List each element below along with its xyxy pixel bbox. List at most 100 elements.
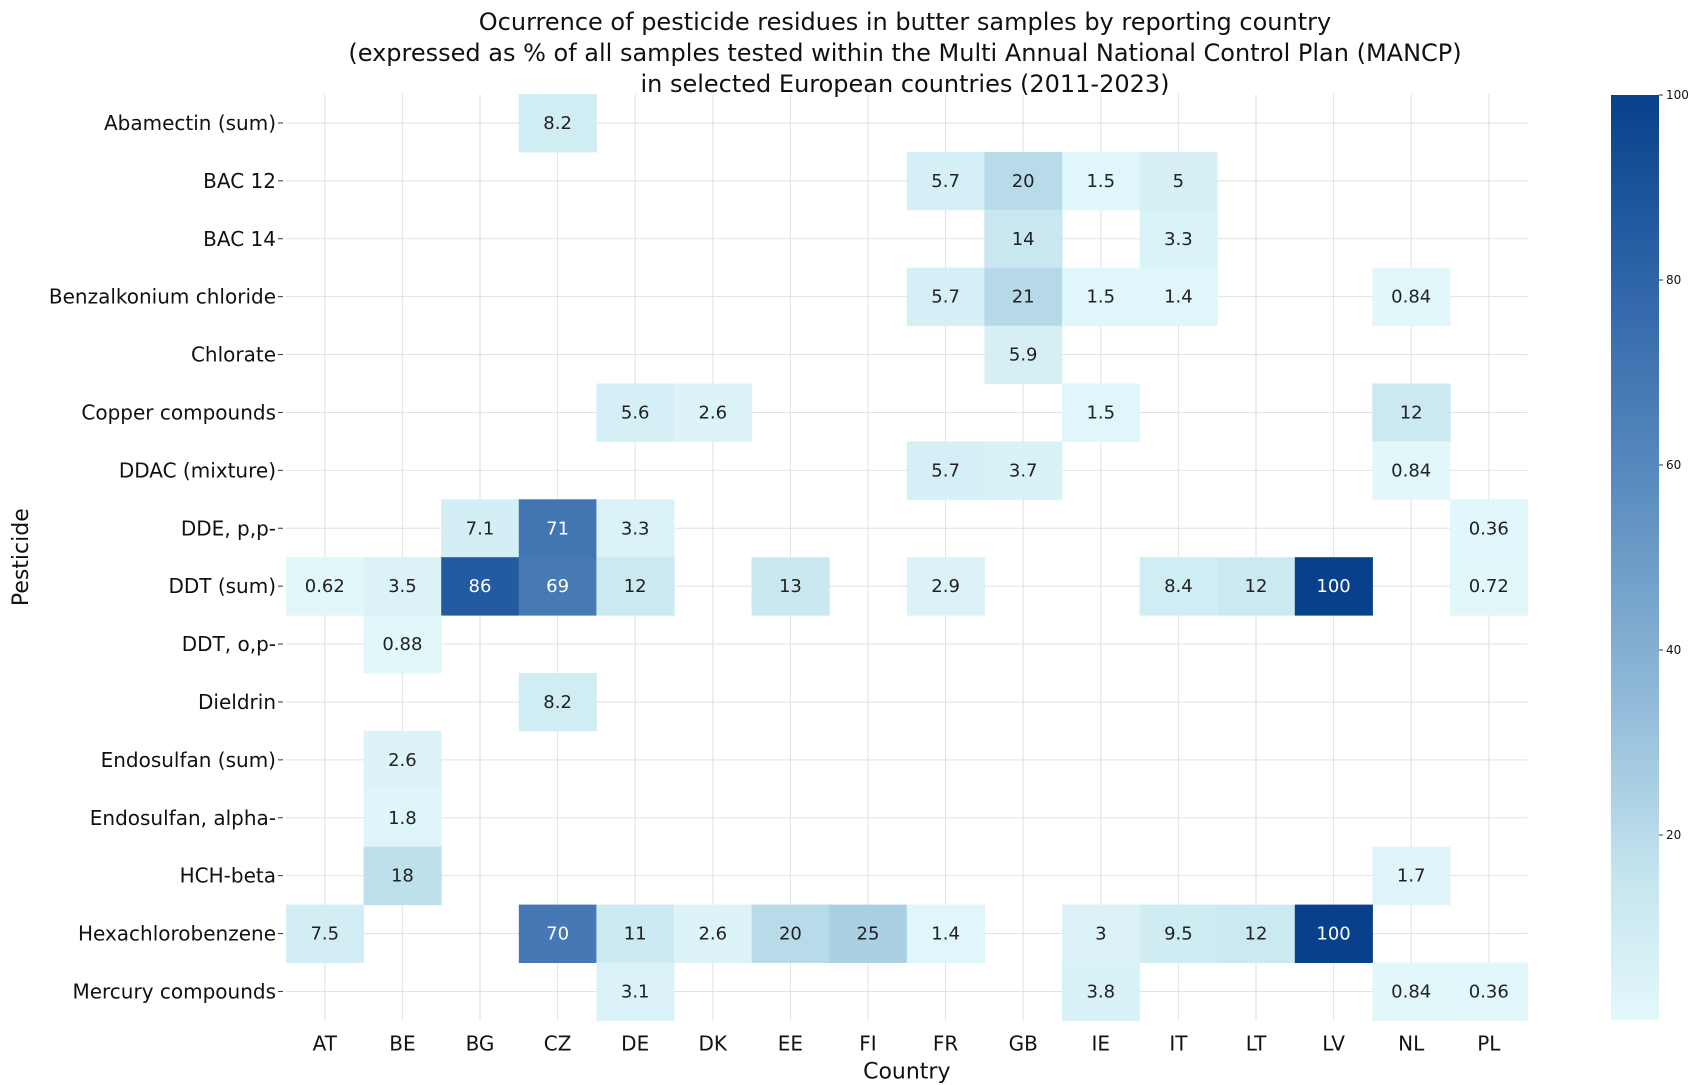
cell-value-label: 70	[546, 924, 569, 945]
heatmap-cell	[286, 904, 365, 963]
heatmap-cell	[441, 499, 520, 558]
cell-value-label: 1.7	[1397, 866, 1426, 887]
heatmap-cell	[363, 730, 442, 790]
heatmap-cell	[906, 441, 985, 500]
heatmap-cell	[596, 962, 675, 1021]
heatmap-cell	[1294, 904, 1373, 963]
cell-value-label: 8.4	[1164, 576, 1193, 597]
heatmap-cell	[829, 904, 908, 963]
heatmap-cell	[518, 499, 597, 558]
x-tick-label: LT	[1246, 1031, 1267, 1055]
cell-value-label: 1.5	[1086, 402, 1115, 423]
cell-value-label: 0.62	[305, 576, 345, 597]
heatmap-cell	[363, 788, 442, 848]
cell-value-label: 25	[857, 924, 880, 945]
heatmap-cell	[518, 904, 597, 963]
heatmap-cell	[984, 325, 1063, 384]
heatmap-cell	[596, 499, 675, 558]
heatmap-cell	[1139, 904, 1218, 963]
colorbar: 20 40 60 80 100	[1611, 88, 1689, 1020]
cell-value-label: 7.1	[466, 518, 495, 539]
y-tick-label: Abamectin (sum)	[104, 111, 276, 135]
heatmap-cell	[363, 615, 442, 674]
chart-title-line: (expressed as % of all samples tested wi…	[348, 39, 1461, 67]
heatmap-cell	[1294, 557, 1373, 616]
cell-value-label: 71	[546, 518, 569, 539]
cell-value-label: 0.88	[382, 634, 422, 655]
y-tick-label: DDT (sum)	[168, 574, 276, 598]
heatmap-cell	[1372, 383, 1451, 442]
cell-value-label: 0.36	[1469, 981, 1509, 1002]
cell-value-label: 12	[1245, 576, 1268, 597]
colorbar-tick-label: 100	[1666, 88, 1689, 102]
heatmap-cell	[1139, 557, 1218, 616]
heatmap-cell	[1062, 904, 1141, 963]
heatmap-cell	[518, 94, 597, 153]
heatmap-cell	[984, 267, 1063, 327]
x-tick-label: BG	[466, 1031, 495, 1055]
cell-value-label: 0.84	[1391, 287, 1431, 308]
cell-value-label: 18	[391, 866, 414, 887]
cell-value-label: 12	[1400, 402, 1423, 423]
cell-value-label: 12	[624, 576, 647, 597]
cell-value-label: 3.5	[388, 576, 417, 597]
heatmap-cell	[1372, 441, 1451, 500]
y-tick-label: Copper compounds	[81, 400, 276, 424]
heatmap-cell	[906, 557, 985, 616]
x-tick-label: LV	[1322, 1031, 1345, 1055]
cell-value-label: 0.84	[1391, 981, 1431, 1002]
y-tick-label: DDAC (mixture)	[119, 458, 276, 482]
x-tick-label: NL	[1398, 1031, 1425, 1055]
cell-value-label: 2.6	[388, 750, 417, 771]
y-tick-label: Chlorate	[191, 343, 276, 367]
y-tick-label: BAC 12	[203, 169, 276, 193]
cell-value-label: 3	[1095, 924, 1106, 945]
heatmap-cell	[1062, 383, 1141, 442]
heatmap-cell	[1372, 846, 1451, 906]
cell-value-label: 3.8	[1086, 981, 1115, 1002]
heatmap-cell	[1139, 151, 1218, 211]
cell-value-label: 13	[779, 576, 802, 597]
x-tick-label: IE	[1092, 1031, 1111, 1055]
cell-value-label: 5.7	[931, 460, 960, 481]
x-tick-label: CZ	[544, 1031, 572, 1055]
heatmap-cell	[984, 151, 1063, 211]
cell-value-label: 0.84	[1391, 460, 1431, 481]
x-tick-label: IT	[1169, 1031, 1188, 1055]
heatmap-cell	[363, 557, 442, 616]
cell-value-label: 1.8	[388, 808, 417, 829]
y-tick-label: BAC 14	[203, 227, 276, 251]
cell-value-label: 7.5	[310, 924, 339, 945]
x-tick-label: DK	[699, 1031, 728, 1055]
cell-value-label: 9.5	[1164, 924, 1193, 945]
heatmap-cells	[286, 94, 1529, 1021]
heatmap-cell	[1062, 267, 1141, 327]
heatmap-cell	[596, 904, 675, 963]
y-tick-label: Endosulfan, alpha-	[90, 806, 276, 830]
x-tick-label: PL	[1477, 1031, 1501, 1055]
y-tick-label: Endosulfan (sum)	[101, 748, 276, 772]
y-tick-label: DDT, o,p-	[182, 632, 276, 656]
cell-value-label: 3.1	[621, 981, 650, 1002]
cell-value-label: 1.5	[1086, 287, 1115, 308]
cell-value-label: 69	[546, 576, 569, 597]
chart-title: Ocurrence of pesticide residues in butte…	[348, 8, 1461, 98]
heatmap-cell	[1139, 209, 1218, 269]
cell-value-label: 1.4	[931, 924, 960, 945]
heatmap-cell	[984, 209, 1063, 269]
colorbar-tick-label: 20	[1666, 828, 1681, 842]
cell-value-label: 14	[1012, 229, 1035, 250]
x-axis-ticks: AT BE BG CZ DE DK EE FI FR GB IE IT LT LV NL PL	[313, 1031, 1502, 1055]
cell-value-label: 20	[1012, 171, 1035, 192]
cell-value-label: 3.7	[1009, 460, 1038, 481]
heatmap-cell	[1217, 557, 1296, 616]
x-tick-label: GB	[1009, 1031, 1038, 1055]
heatmap-cell	[1450, 499, 1529, 558]
cell-labels: 8.2 5.7 20 1.5 5 14 3.3 5.7 21 1.5 1.4 0.84 5.9 5.6 2.…	[305, 113, 1509, 1003]
chart-title-line: in selected European countries (2011-202…	[640, 70, 1169, 98]
y-tick-label: Mercury compounds	[72, 979, 276, 1003]
cell-value-label: 8.2	[543, 113, 572, 134]
heatmap-cell	[441, 557, 520, 616]
cell-value-label: 0.72	[1469, 576, 1509, 597]
